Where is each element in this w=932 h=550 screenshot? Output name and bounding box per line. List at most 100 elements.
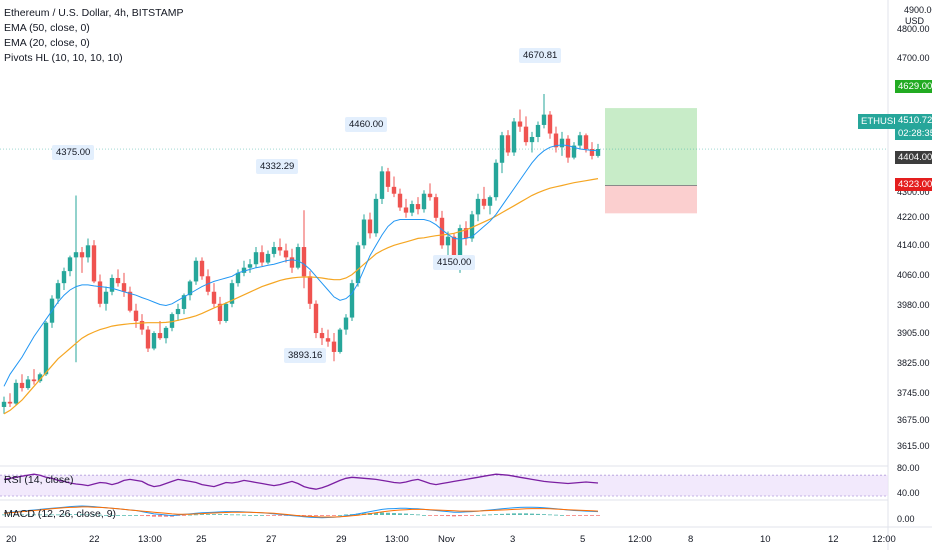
- candle-body: [103, 291, 109, 304]
- pivot-label: 4332.29: [256, 159, 299, 174]
- candle-body: [553, 133, 559, 148]
- macd-histogram-bar: [260, 515, 264, 516]
- time-tick-label: 13:00: [138, 534, 162, 545]
- candle-body: [193, 260, 199, 282]
- candle-body: [295, 247, 301, 268]
- candle-body: [439, 217, 445, 246]
- macd-histogram-bar: [530, 513, 534, 515]
- candle-body: [289, 257, 295, 268]
- candle-body: [577, 135, 583, 146]
- candle-body: [25, 379, 31, 389]
- candle-body: [385, 171, 391, 187]
- candle-body: [151, 333, 157, 349]
- candle-body: [517, 121, 523, 127]
- indicator-ema-20[interactable]: EMA (20, close, 0): [4, 37, 90, 49]
- candle-body: [583, 135, 589, 150]
- macd-histogram-bar: [332, 515, 336, 516]
- macd-histogram-bar: [554, 514, 558, 516]
- macd-histogram-bar: [398, 513, 402, 515]
- candle-body: [247, 264, 253, 268]
- macd-histogram-bar: [560, 515, 564, 516]
- macd-histogram-bar: [470, 515, 474, 516]
- candle-body: [373, 198, 379, 234]
- time-tick-label: 12:00: [628, 534, 652, 545]
- candle-body: [469, 214, 475, 239]
- macd-histogram-bar: [506, 513, 510, 515]
- time-tick-label: 10: [760, 534, 771, 545]
- candle-body: [355, 245, 361, 284]
- macd-histogram-bar: [308, 515, 312, 516]
- candle-body: [571, 145, 577, 158]
- rsi-legend[interactable]: RSI (14, close): [4, 474, 74, 486]
- candle-body: [91, 245, 97, 282]
- candle-body: [301, 247, 307, 277]
- axis-tick-label: 4900.00: [904, 5, 932, 15]
- candle-body: [19, 382, 25, 389]
- candle-body: [1, 401, 7, 407]
- macd-histogram-bar: [410, 514, 414, 515]
- candle-body: [157, 333, 163, 339]
- macd-histogram-bar: [590, 515, 594, 516]
- macd-legend[interactable]: MACD (12, 26, close, 9): [4, 508, 117, 520]
- macd-histogram-bar: [542, 514, 546, 515]
- candle-body: [145, 329, 151, 349]
- axis-tick-label: 3980.00: [897, 300, 930, 310]
- macd-histogram-bar: [416, 514, 420, 516]
- macd-axis-tick: 0.00: [897, 514, 915, 524]
- candle-body: [229, 283, 235, 304]
- candle-body: [259, 252, 265, 263]
- pivot-label: 4375.00: [52, 145, 95, 160]
- macd-histogram-bar: [584, 515, 588, 516]
- candle-body: [433, 197, 439, 218]
- macd-histogram-bar: [86, 514, 90, 516]
- macd-histogram-bar: [200, 514, 204, 515]
- macd-histogram-bar: [98, 514, 102, 516]
- candle-body: [343, 317, 349, 330]
- candle-body: [391, 186, 397, 194]
- candle-body: [487, 197, 493, 206]
- macd-histogram-bar: [80, 514, 84, 515]
- time-tick-label: 20: [6, 534, 17, 545]
- macd-histogram-bar: [272, 515, 276, 516]
- macd-histogram-bar: [44, 514, 48, 516]
- candle-body: [97, 281, 103, 304]
- macd-histogram-bar: [428, 515, 432, 516]
- candle-body: [199, 260, 205, 277]
- candle-body: [589, 149, 595, 156]
- macd-histogram-bar: [128, 515, 132, 516]
- chart-legend: Ethereum / U.S. Dollar, 4h, BITSTAMP EMA…: [4, 6, 184, 66]
- candle-body: [127, 291, 133, 311]
- macd-histogram-bar: [38, 514, 42, 516]
- time-tick-label: Nov: [438, 534, 455, 545]
- axis-tick-label: 3745.00: [897, 388, 930, 398]
- rsi-axis-tick: 80.00: [897, 463, 920, 473]
- macd-histogram-bar: [434, 515, 438, 516]
- candle-body: [163, 327, 169, 339]
- candle-body: [271, 247, 277, 254]
- indicator-pivots[interactable]: Pivots HL (10, 10, 10, 10): [4, 52, 123, 64]
- candle-body: [175, 308, 181, 315]
- stop-loss-zone: [605, 185, 697, 214]
- candle-body: [595, 149, 601, 156]
- rsi-axis-tick: 40.00: [897, 488, 920, 498]
- candle-body: [43, 322, 49, 375]
- macd-histogram-bar: [524, 513, 528, 515]
- macd-histogram-bar: [218, 514, 222, 515]
- symbol-title[interactable]: Ethereum / U.S. Dollar, 4h, BITSTAMP: [4, 7, 184, 19]
- macd-histogram-bar: [8, 514, 12, 516]
- macd-histogram-bar: [248, 515, 252, 516]
- candle-body: [511, 121, 517, 153]
- candle-body: [397, 193, 403, 208]
- macd-histogram-bar: [110, 515, 114, 516]
- stop-price-tag: 4323.00: [895, 178, 932, 191]
- countdown-tag: 02:28:35: [895, 127, 932, 140]
- macd-histogram-bar: [482, 514, 486, 516]
- candle-body: [349, 283, 355, 318]
- candle-body: [421, 193, 427, 210]
- macd-histogram-bar: [500, 513, 504, 515]
- indicator-ema-50[interactable]: EMA (50, close, 0): [4, 22, 90, 34]
- candle-body: [535, 124, 541, 137]
- axis-tick-label: 4220.00: [897, 212, 930, 222]
- macd-histogram-bar: [386, 512, 390, 515]
